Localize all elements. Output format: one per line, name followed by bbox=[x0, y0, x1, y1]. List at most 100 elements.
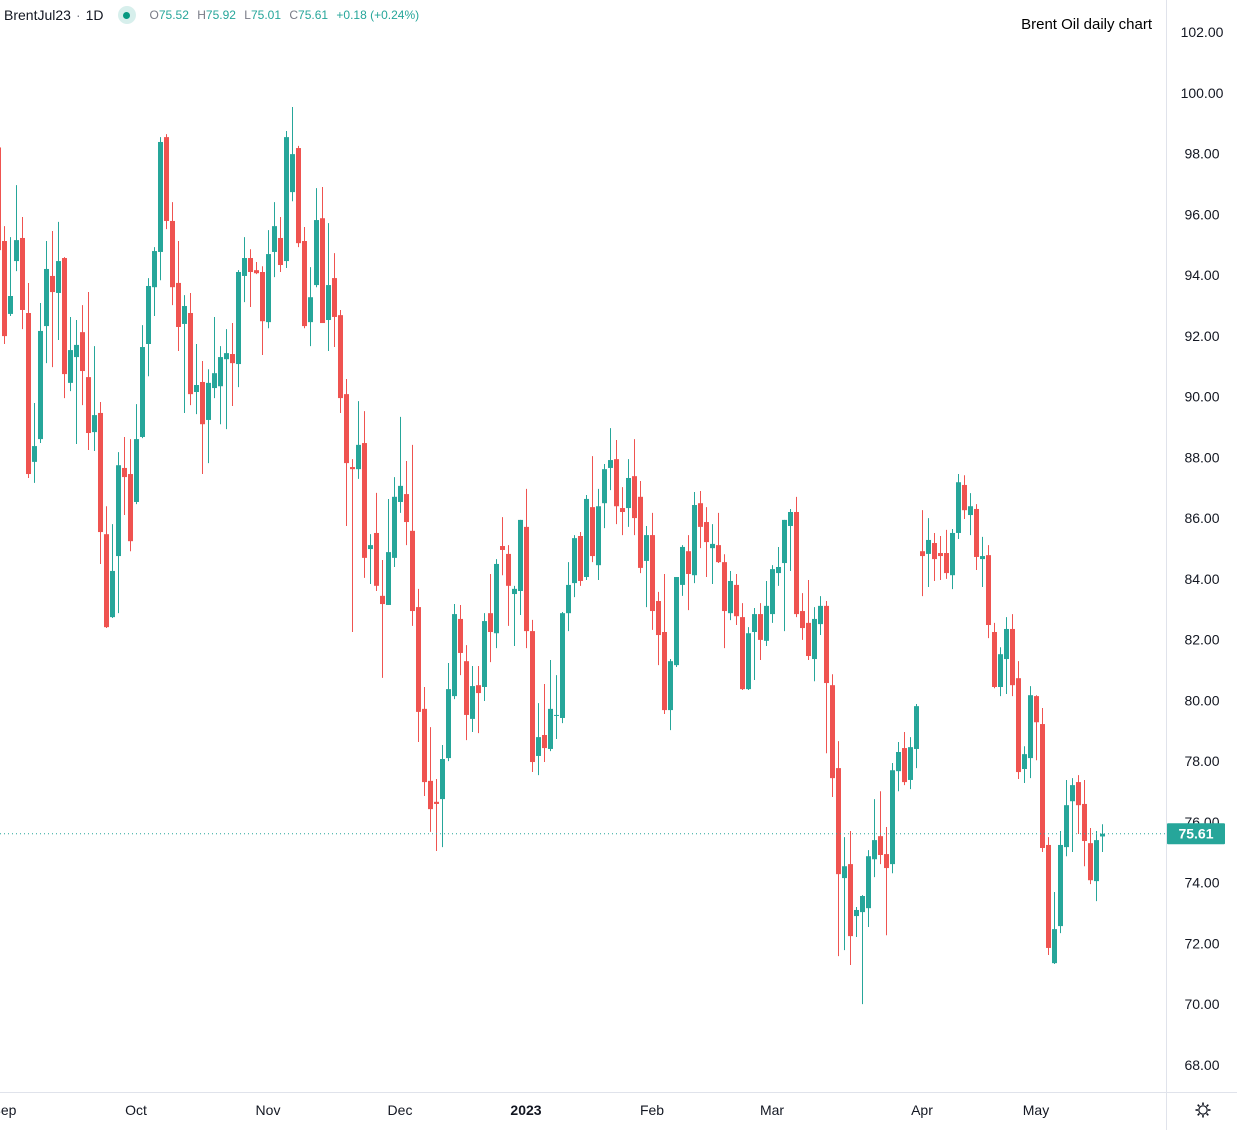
candle bbox=[20, 217, 25, 330]
candle bbox=[674, 577, 679, 667]
symbol-name[interactable]: BrentJul23 bbox=[4, 7, 71, 23]
candle bbox=[452, 604, 457, 700]
candle-body bbox=[896, 752, 901, 772]
candle bbox=[542, 683, 547, 763]
chart-title: Brent Oil daily chart bbox=[1021, 16, 1152, 33]
candle bbox=[578, 532, 583, 586]
candle-body bbox=[830, 685, 835, 779]
price-axis[interactable]: 102.00 100.00 98.00 96.00 94.00 92.00 90.00 88.… bbox=[1181, 24, 1224, 1073]
gear-icon[interactable] bbox=[1194, 1101, 1212, 1119]
candle bbox=[404, 460, 409, 546]
candle bbox=[326, 223, 331, 351]
candle-body bbox=[50, 275, 55, 293]
candle-body bbox=[368, 545, 373, 550]
candle bbox=[1076, 775, 1081, 835]
candle bbox=[944, 529, 949, 579]
candle bbox=[794, 496, 799, 618]
candle bbox=[860, 895, 865, 1005]
candle-body bbox=[836, 768, 841, 875]
candle bbox=[548, 659, 553, 752]
candle bbox=[512, 585, 517, 646]
low-value: 75.01 bbox=[250, 8, 281, 22]
candle bbox=[182, 295, 187, 413]
candle bbox=[824, 601, 829, 754]
candle bbox=[488, 573, 493, 663]
candle-body bbox=[848, 864, 853, 937]
candle bbox=[86, 292, 91, 451]
candle-body bbox=[596, 506, 601, 566]
candle bbox=[392, 477, 397, 567]
candle-body bbox=[380, 595, 385, 605]
candle-body bbox=[104, 534, 109, 628]
candle bbox=[476, 666, 481, 734]
candle bbox=[38, 302, 43, 444]
candle bbox=[1040, 707, 1045, 852]
candle bbox=[560, 611, 565, 724]
candle-body bbox=[860, 896, 865, 913]
candle-body bbox=[566, 584, 571, 614]
candle-body bbox=[422, 708, 427, 783]
candle-body bbox=[242, 258, 247, 276]
price-tick-label: 68.00 bbox=[1184, 1057, 1219, 1073]
open-label: O bbox=[149, 8, 159, 22]
candle-body bbox=[14, 240, 19, 262]
price-tick-label: 100.00 bbox=[1181, 85, 1224, 101]
candle-body bbox=[308, 297, 313, 323]
candle-body bbox=[920, 551, 925, 557]
candle bbox=[1064, 779, 1069, 857]
candles-layer bbox=[0, 107, 1105, 1005]
interval[interactable]: 1D bbox=[85, 7, 104, 23]
candle bbox=[242, 237, 247, 303]
candle bbox=[374, 492, 379, 591]
candle-body bbox=[350, 467, 355, 470]
candle bbox=[104, 506, 109, 629]
candle-body bbox=[398, 485, 403, 502]
candle-body bbox=[572, 538, 577, 584]
candle-body bbox=[158, 141, 163, 252]
price-tick-label: 84.00 bbox=[1184, 571, 1219, 587]
candle bbox=[770, 565, 775, 623]
candle-body bbox=[560, 613, 565, 718]
candle bbox=[482, 613, 487, 701]
separator: · bbox=[75, 7, 81, 23]
candle bbox=[662, 573, 667, 715]
candle-body bbox=[524, 526, 529, 632]
candle bbox=[296, 145, 301, 248]
candle-body bbox=[416, 607, 421, 712]
last-price-label: 75.61 bbox=[1167, 823, 1225, 845]
candle bbox=[734, 573, 739, 626]
candle bbox=[134, 404, 139, 505]
candle bbox=[458, 604, 463, 676]
candle-body bbox=[506, 553, 511, 586]
candle-body bbox=[716, 545, 721, 563]
candle bbox=[62, 257, 67, 399]
candle bbox=[950, 529, 955, 590]
candle-body bbox=[188, 313, 193, 395]
price-tick-label: 74.00 bbox=[1184, 875, 1219, 891]
candle bbox=[440, 745, 445, 848]
candle bbox=[536, 703, 541, 776]
candle-body bbox=[974, 508, 979, 557]
candle-body bbox=[890, 770, 895, 865]
time-tick-label: Nov bbox=[256, 1102, 281, 1118]
candle-body bbox=[86, 377, 91, 434]
candle-body bbox=[740, 617, 745, 690]
candle-body bbox=[2, 241, 7, 337]
candle-body bbox=[692, 505, 697, 576]
candle bbox=[350, 459, 355, 633]
candle-body bbox=[326, 285, 331, 321]
time-axis[interactable]: Sep Oct Nov Dec 2023 Feb Mar Apr May bbox=[0, 1102, 1049, 1118]
candle bbox=[428, 727, 433, 832]
candle-body bbox=[992, 632, 997, 687]
candle-body bbox=[146, 285, 151, 345]
candle-body bbox=[722, 562, 727, 612]
candle-body bbox=[374, 532, 379, 586]
candle bbox=[836, 741, 841, 957]
candle bbox=[272, 202, 277, 278]
candle bbox=[998, 647, 1003, 697]
candle bbox=[0, 147, 1, 251]
time-tick-label: Feb bbox=[640, 1102, 664, 1118]
candle bbox=[500, 517, 505, 576]
candle bbox=[80, 305, 85, 406]
